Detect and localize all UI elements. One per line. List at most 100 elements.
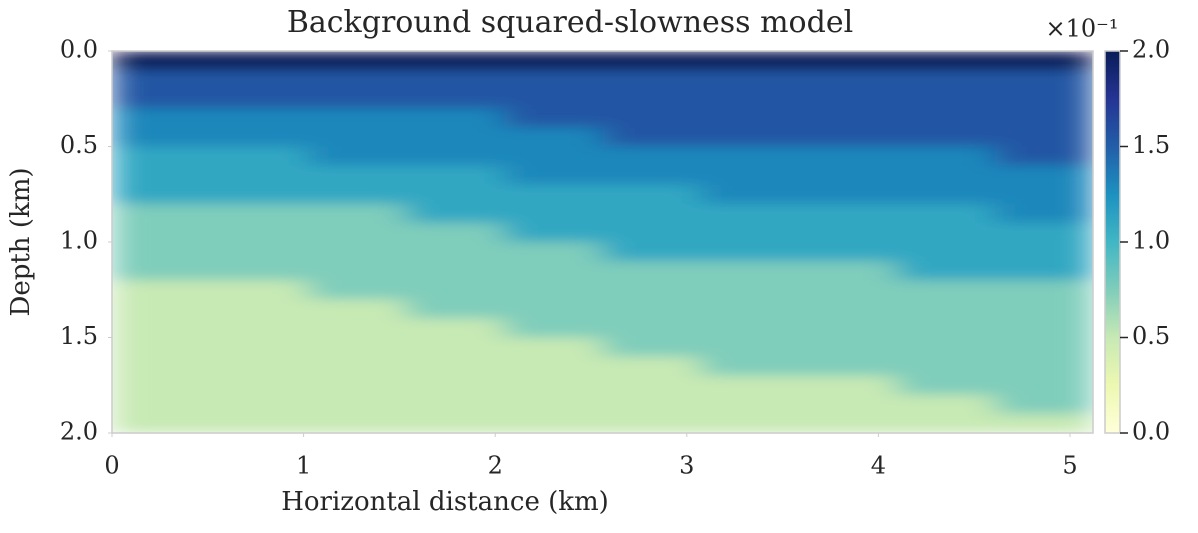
heatmap-cell — [896, 222, 996, 243]
heatmap-cell — [308, 146, 407, 167]
heatmap-cell — [210, 89, 309, 109]
heatmap-cell — [308, 89, 407, 109]
heatmap-cell — [994, 261, 1093, 281]
heatmap-cell — [210, 242, 309, 262]
colorbar — [1104, 50, 1121, 434]
heatmap-cell — [602, 413, 702, 433]
heatmap-cell — [700, 108, 800, 128]
colorbar-tick-label: 0.0 — [1132, 418, 1170, 446]
heatmap-cell — [896, 318, 996, 338]
heatmap-cell — [602, 356, 702, 377]
heatmap-cell — [700, 394, 800, 415]
heatmap-cell — [798, 299, 898, 319]
heatmap-cell — [112, 51, 211, 71]
heatmap-cell — [700, 127, 800, 147]
heatmap-cell — [504, 108, 603, 128]
heatmap-cell — [308, 203, 407, 224]
x-tick-label: 2 — [488, 452, 503, 480]
colorbar-tick-label: 1.0 — [1132, 227, 1170, 255]
heatmap-cell — [210, 70, 309, 90]
heatmap-cell — [504, 89, 603, 109]
x-tick-label: 4 — [871, 452, 886, 480]
heatmap-cell — [504, 394, 603, 415]
heatmap-cell — [896, 184, 996, 205]
heatmap-cell — [406, 261, 505, 281]
heatmap-cell — [798, 184, 898, 205]
heatmap-cell — [994, 146, 1093, 167]
heatmap-cell — [112, 242, 211, 262]
heatmap-cell — [406, 146, 505, 167]
heatmap-cell — [994, 165, 1093, 186]
heatmap-cell — [112, 261, 211, 281]
heatmap-cell — [994, 242, 1093, 262]
heatmap-cell — [210, 203, 309, 224]
y-tick-label: 0.0 — [60, 36, 98, 64]
heatmap-cell — [210, 413, 309, 433]
heatmap-cell — [504, 146, 603, 167]
heatmap-cell — [308, 356, 407, 377]
heatmap-cell — [308, 222, 407, 243]
heatmap-cell — [210, 222, 309, 243]
heatmap-cell — [896, 394, 996, 415]
heatmap-cell — [700, 89, 800, 109]
heatmap-cell — [112, 146, 211, 167]
heatmap-cell — [308, 242, 407, 262]
heatmap-cell — [308, 108, 407, 128]
heatmap-cell — [700, 146, 800, 167]
x-tick-label: 0 — [104, 452, 119, 480]
heatmap-cell — [994, 108, 1093, 128]
heatmap-cell — [406, 318, 505, 338]
heatmap-cell — [308, 413, 407, 433]
colorbar-offset-label: ×10⁻¹ — [1046, 15, 1119, 43]
heatmap-cell — [700, 356, 800, 377]
heatmap-cell — [308, 261, 407, 281]
heatmap-cell — [406, 299, 505, 319]
heatmap-cell — [798, 242, 898, 262]
heatmap-cell — [994, 299, 1093, 319]
heatmap-cell — [112, 70, 211, 90]
heatmap-cell — [504, 337, 603, 358]
heatmap-cell — [896, 146, 996, 167]
heatmap-cell — [406, 70, 505, 90]
heatmap-cell — [896, 203, 996, 224]
heatmap-cell — [210, 184, 309, 205]
heatmap-cell — [112, 280, 211, 300]
heatmap-cell — [308, 337, 407, 358]
heatmap-cells — [112, 51, 1093, 433]
heatmap-cell — [896, 127, 996, 147]
heatmap-cell — [602, 108, 702, 128]
heatmap-cell — [798, 413, 898, 433]
heatmap-cell — [700, 51, 800, 71]
heatmap-cell — [994, 127, 1093, 147]
heatmap-cell — [210, 261, 309, 281]
heatmap-cell — [700, 375, 800, 396]
heatmap-cell — [798, 375, 898, 396]
heatmap-cell — [700, 299, 800, 319]
heatmap-cell — [798, 108, 898, 128]
heatmap-cell — [602, 51, 702, 71]
heatmap-cell — [504, 165, 603, 186]
heatmap-cell — [994, 413, 1093, 433]
heatmap-cell — [406, 184, 505, 205]
heatmap-cell — [798, 146, 898, 167]
heatmap-cell — [798, 222, 898, 243]
heatmap-cell — [406, 242, 505, 262]
heatmap-cell — [406, 51, 505, 71]
heatmap-cell — [504, 318, 603, 338]
heatmap-cell — [700, 222, 800, 243]
heatmap-cell — [504, 280, 603, 300]
heatmap-cell — [112, 89, 211, 109]
heatmap-cell — [896, 108, 996, 128]
heatmap-cell — [112, 203, 211, 224]
heatmap-cell — [210, 394, 309, 415]
heatmap-cell — [994, 222, 1093, 243]
heatmap-cell — [112, 356, 211, 377]
heatmap-cell — [504, 356, 603, 377]
heatmap-cell — [602, 165, 702, 186]
heatmap-cell — [406, 337, 505, 358]
heatmap-cell — [210, 108, 309, 128]
heatmap-cell — [700, 165, 800, 186]
heatmap-cell — [994, 337, 1093, 358]
heatmap-cell — [504, 375, 603, 396]
heatmap-cell — [602, 222, 702, 243]
